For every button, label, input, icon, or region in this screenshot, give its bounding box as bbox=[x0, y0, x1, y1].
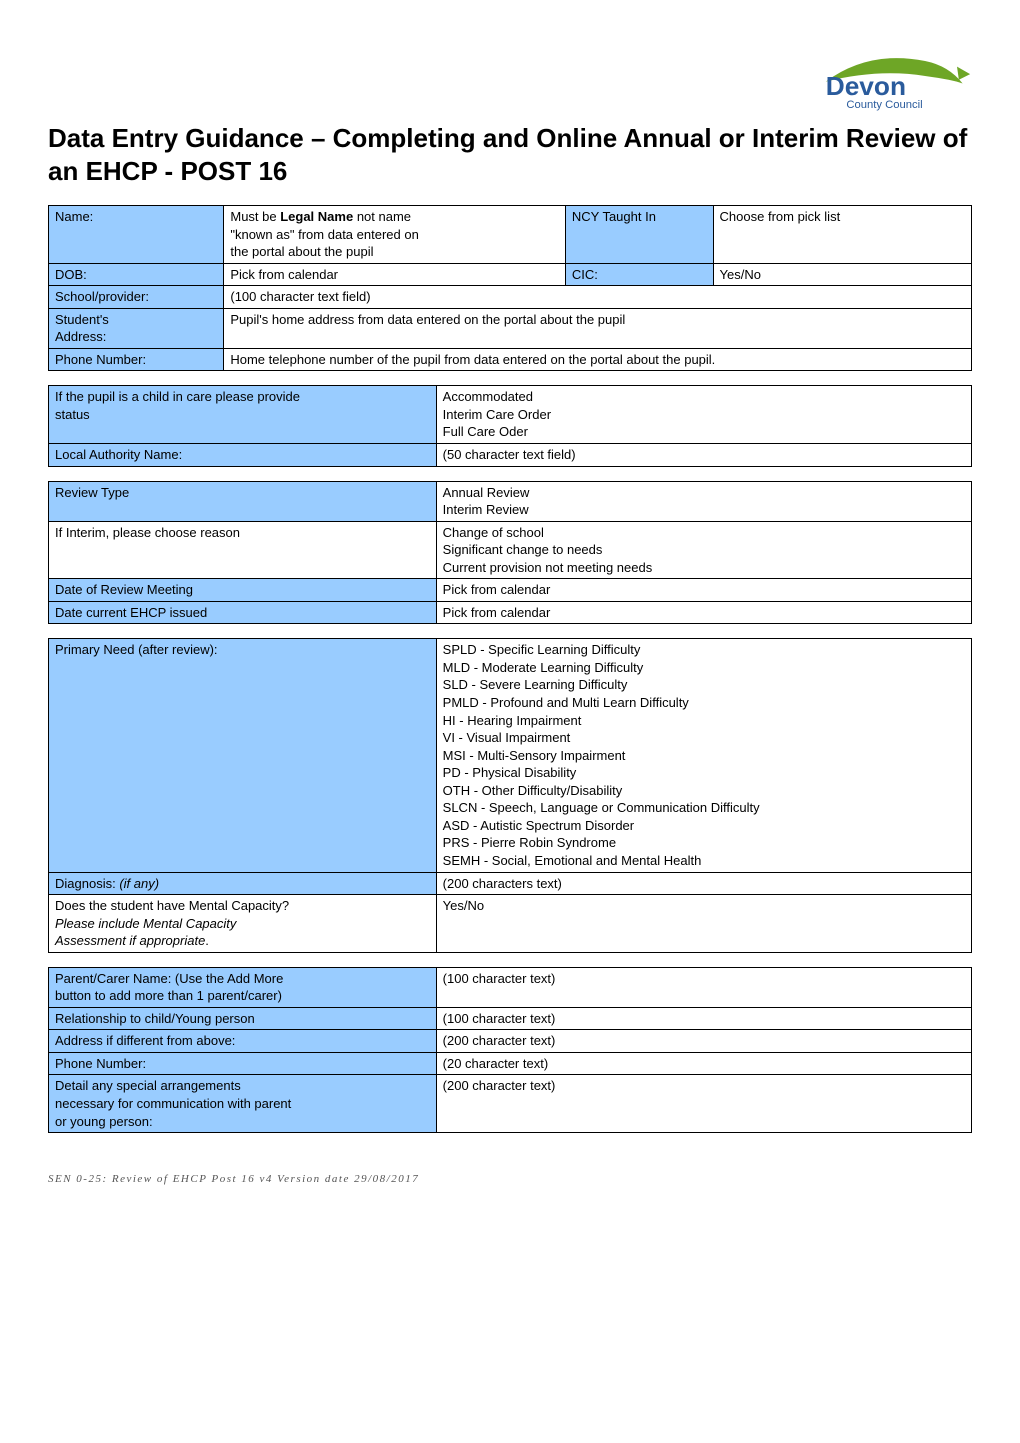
page-title: Data Entry Guidance – Completing and Onl… bbox=[48, 122, 972, 187]
date-ehcp-value: Pick from calendar bbox=[436, 601, 971, 624]
arrangements-value: (200 character text) bbox=[436, 1075, 971, 1133]
parent-name-label: Parent/Carer Name: (Use the Add Morebutt… bbox=[49, 967, 437, 1007]
phone-label: Phone Number: bbox=[49, 348, 224, 371]
capacity-label: Does the student have Mental Capacity?Pl… bbox=[49, 895, 437, 953]
review-table: Review Type Annual ReviewInterim Review … bbox=[48, 481, 972, 625]
school-value: (100 character text field) bbox=[224, 286, 972, 309]
dob-label: DOB: bbox=[49, 263, 224, 286]
care-status-table: If the pupil is a child in care please p… bbox=[48, 385, 972, 466]
logo-row: Devon County Council bbox=[48, 40, 972, 112]
la-label: Local Authority Name: bbox=[49, 444, 437, 467]
interim-reason-label: If Interim, please choose reason bbox=[49, 521, 437, 579]
address-label: Student'sAddress: bbox=[49, 308, 224, 348]
name-label: Name: bbox=[49, 206, 224, 264]
identity-table: Name: Must be Legal Name not name"known … bbox=[48, 205, 972, 371]
cic-status-value: AccommodatedInterim Care OrderFull Care … bbox=[436, 386, 971, 444]
parent-table: Parent/Carer Name: (Use the Add Morebutt… bbox=[48, 967, 972, 1133]
review-type-label: Review Type bbox=[49, 481, 437, 521]
parent-address-label: Address if different from above: bbox=[49, 1030, 437, 1053]
date-meeting-label: Date of Review Meeting bbox=[49, 579, 437, 602]
primary-need-value: SPLD - Specific Learning DifficultyMLD -… bbox=[436, 639, 971, 872]
dob-value: Pick from calendar bbox=[224, 263, 566, 286]
la-value: (50 character text field) bbox=[436, 444, 971, 467]
logo-subtitle-text: County Council bbox=[846, 99, 922, 111]
cic-label: CIC: bbox=[565, 263, 713, 286]
name-value: Must be Legal Name not name"known as" fr… bbox=[224, 206, 566, 264]
ncy-value: Choose from pick list bbox=[713, 206, 971, 264]
cic-status-label: If the pupil is a child in care please p… bbox=[49, 386, 437, 444]
parent-address-value: (200 character text) bbox=[436, 1030, 971, 1053]
arrangements-label: Detail any special arrangementsnecessary… bbox=[49, 1075, 437, 1133]
footer-note: SEN 0-25: Review of EHCP Post 16 v4 Vers… bbox=[48, 1173, 972, 1185]
logo-brand-text: Devon bbox=[826, 71, 906, 101]
review-type-value: Annual ReviewInterim Review bbox=[436, 481, 971, 521]
date-meeting-value: Pick from calendar bbox=[436, 579, 971, 602]
interim-reason-value: Change of schoolSignificant change to ne… bbox=[436, 521, 971, 579]
address-value: Pupil's home address from data entered o… bbox=[224, 308, 972, 348]
school-label: School/provider: bbox=[49, 286, 224, 309]
relationship-value: (100 character text) bbox=[436, 1007, 971, 1030]
parent-name-value: (100 character text) bbox=[436, 967, 971, 1007]
diagnosis-label: Diagnosis: (if any) bbox=[49, 872, 437, 895]
primary-need-label: Primary Need (after review): bbox=[49, 639, 437, 872]
need-table: Primary Need (after review): SPLD - Spec… bbox=[48, 638, 972, 952]
phone-value: Home telephone number of the pupil from … bbox=[224, 348, 972, 371]
ncy-label: NCY Taught In bbox=[565, 206, 713, 264]
parent-phone-label: Phone Number: bbox=[49, 1052, 437, 1075]
parent-phone-value: (20 character text) bbox=[436, 1052, 971, 1075]
devon-logo: Devon County Council bbox=[822, 40, 972, 112]
date-ehcp-label: Date current EHCP issued bbox=[49, 601, 437, 624]
capacity-value: Yes/No bbox=[436, 895, 971, 953]
cic-value: Yes/No bbox=[713, 263, 971, 286]
relationship-label: Relationship to child/Young person bbox=[49, 1007, 437, 1030]
diagnosis-value: (200 characters text) bbox=[436, 872, 971, 895]
